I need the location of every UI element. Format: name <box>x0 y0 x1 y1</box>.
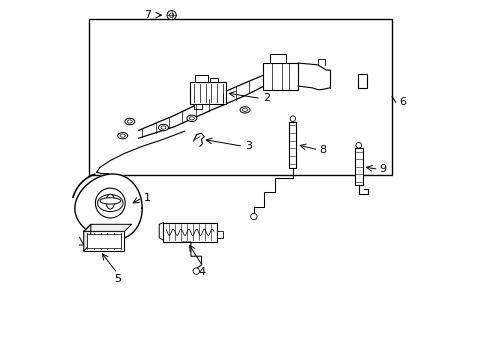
Bar <box>358 75 368 88</box>
Circle shape <box>251 213 257 220</box>
Ellipse shape <box>125 118 135 125</box>
Circle shape <box>170 13 174 17</box>
Ellipse shape <box>98 194 123 212</box>
Ellipse shape <box>127 120 132 123</box>
Ellipse shape <box>187 115 197 122</box>
Ellipse shape <box>290 116 295 122</box>
Text: 1: 1 <box>144 193 151 203</box>
Ellipse shape <box>189 117 195 120</box>
Circle shape <box>193 268 199 274</box>
Bar <box>87 234 121 248</box>
Bar <box>217 231 223 238</box>
Bar <box>270 54 286 63</box>
Bar <box>190 82 225 104</box>
Polygon shape <box>84 224 91 251</box>
Circle shape <box>167 10 176 20</box>
Ellipse shape <box>243 108 247 111</box>
Ellipse shape <box>118 132 128 139</box>
Bar <box>164 222 217 242</box>
Ellipse shape <box>106 194 115 209</box>
Bar <box>194 104 202 109</box>
Bar <box>263 63 298 90</box>
Circle shape <box>356 143 362 148</box>
Bar <box>196 76 208 82</box>
Text: 5: 5 <box>114 274 121 284</box>
Text: 7: 7 <box>144 10 151 20</box>
Ellipse shape <box>120 134 125 137</box>
Circle shape <box>96 188 125 218</box>
Text: 6: 6 <box>399 97 406 107</box>
Text: 4: 4 <box>199 267 206 277</box>
Text: 8: 8 <box>319 145 326 155</box>
Polygon shape <box>84 224 132 231</box>
Ellipse shape <box>161 126 166 129</box>
Polygon shape <box>75 174 142 240</box>
Bar <box>289 122 296 168</box>
Bar <box>84 231 124 251</box>
Bar <box>210 77 219 82</box>
Bar <box>89 19 392 175</box>
Ellipse shape <box>159 124 169 131</box>
Text: 9: 9 <box>380 165 387 174</box>
Ellipse shape <box>240 107 250 113</box>
Text: 2: 2 <box>263 94 270 103</box>
Ellipse shape <box>100 198 121 204</box>
Text: 3: 3 <box>245 141 252 151</box>
Bar <box>355 148 363 185</box>
